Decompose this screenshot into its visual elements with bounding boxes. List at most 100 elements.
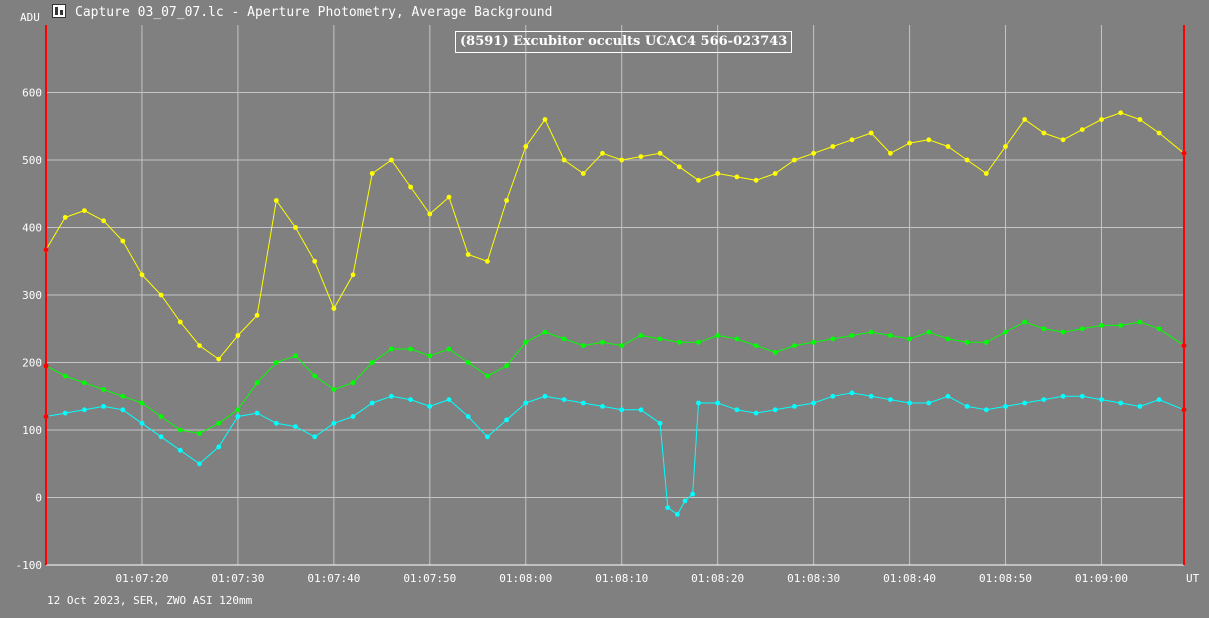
series-1-point[interactable] — [446, 194, 452, 200]
series-1-point[interactable] — [1156, 130, 1162, 136]
series-1-point[interactable] — [177, 319, 183, 325]
series-3-point[interactable] — [101, 404, 106, 409]
series-3-point[interactable] — [216, 444, 222, 450]
series-1-point[interactable] — [638, 154, 644, 160]
series-3-point[interactable] — [120, 407, 126, 413]
series-1-point[interactable] — [888, 150, 893, 156]
series-1-point[interactable] — [945, 144, 951, 149]
series-2-point[interactable] — [753, 343, 759, 348]
series-3-point[interactable] — [485, 434, 490, 440]
series-1-point[interactable] — [561, 157, 567, 163]
series-3-point[interactable] — [675, 512, 680, 517]
series-1-point[interactable] — [273, 198, 279, 203]
series-1-point[interactable] — [983, 171, 989, 176]
series-3-point[interactable] — [772, 407, 778, 413]
series-2-point[interactable] — [1099, 323, 1104, 328]
series-2-point[interactable] — [619, 343, 625, 348]
series-2-point[interactable] — [158, 414, 164, 419]
series-3-point[interactable] — [389, 393, 394, 399]
series-3-point[interactable] — [792, 404, 797, 409]
series-2-point[interactable] — [293, 353, 298, 359]
series-2-point[interactable] — [638, 333, 644, 338]
series-2-point[interactable] — [734, 336, 740, 342]
series-3-point[interactable] — [350, 414, 356, 419]
series-2-point[interactable] — [177, 427, 183, 433]
series-2-point[interactable] — [849, 333, 855, 338]
series-1-point[interactable] — [312, 258, 318, 264]
series-1-point[interactable] — [580, 171, 586, 176]
series-1-point[interactable] — [1060, 137, 1066, 143]
plot-area[interactable] — [43, 110, 1187, 517]
series-1-point[interactable] — [657, 150, 663, 156]
series-1-point[interactable] — [542, 117, 548, 122]
series-3-point[interactable] — [465, 414, 471, 419]
series-1-point[interactable] — [792, 157, 797, 163]
series-3-point[interactable] — [690, 491, 696, 497]
series-1-point[interactable] — [868, 130, 874, 136]
series-3-point[interactable] — [427, 404, 433, 409]
series-2-point[interactable] — [485, 373, 490, 379]
series-2-point[interactable] — [811, 339, 816, 345]
series-2-point[interactable] — [1137, 319, 1143, 325]
series-2-point[interactable] — [772, 350, 778, 355]
series-1-point[interactable] — [139, 272, 145, 278]
series-2-point[interactable] — [1041, 326, 1047, 332]
series-3-point[interactable] — [638, 407, 644, 413]
series-2-point[interactable] — [983, 339, 989, 345]
series-3-point[interactable] — [561, 397, 567, 402]
series-1-point[interactable] — [82, 208, 87, 214]
series-1-point[interactable] — [907, 140, 912, 146]
series-1-point[interactable] — [715, 171, 721, 176]
series-1-point[interactable] — [926, 137, 932, 143]
series-1-point[interactable] — [101, 218, 106, 224]
series-2-point[interactable] — [696, 339, 701, 345]
series-1-point[interactable] — [619, 157, 625, 163]
series-2-point[interactable] — [926, 329, 932, 335]
series-1-point[interactable] — [62, 215, 68, 220]
series-1-point[interactable] — [216, 356, 222, 362]
series-1-point[interactable] — [197, 343, 202, 348]
series-2-point[interactable] — [369, 360, 375, 365]
series-3-point[interactable] — [907, 400, 912, 406]
series-3-point[interactable] — [62, 410, 68, 416]
series-3-point[interactable] — [1118, 400, 1124, 406]
series-3-point[interactable] — [177, 447, 183, 453]
series-2-point[interactable] — [792, 343, 797, 348]
series-1-point[interactable] — [696, 177, 701, 183]
series-3-point[interactable] — [1137, 404, 1143, 409]
series-3-point[interactable] — [849, 390, 855, 396]
series-2-point[interactable] — [82, 380, 87, 386]
series-3-point[interactable] — [657, 420, 663, 426]
series-3-point[interactable] — [1003, 404, 1008, 409]
series-2-point[interactable] — [62, 373, 68, 379]
series-3-point[interactable] — [926, 400, 932, 406]
series-2-point[interactable] — [542, 329, 548, 335]
series-1-point[interactable] — [350, 272, 356, 278]
series-1-point[interactable] — [369, 171, 375, 176]
series-3-point[interactable] — [830, 393, 836, 399]
series-3-point[interactable] — [983, 407, 989, 413]
series-2-point[interactable] — [120, 393, 126, 399]
series-3-point[interactable] — [446, 397, 452, 402]
series-1-point[interactable] — [1022, 117, 1028, 122]
series-2-point[interactable] — [888, 333, 893, 338]
series-3-point[interactable] — [1099, 397, 1104, 402]
series-3-point[interactable] — [523, 400, 529, 406]
series-1-point[interactable] — [235, 333, 241, 338]
series-2-point[interactable] — [676, 339, 682, 345]
series-3-point[interactable] — [753, 410, 759, 416]
series-1-point[interactable] — [331, 306, 337, 311]
series-3-point[interactable] — [504, 417, 509, 423]
series-2-point[interactable] — [101, 387, 106, 392]
series-1-point[interactable] — [1041, 130, 1047, 136]
series-2-point[interactable] — [216, 420, 222, 426]
series-1-point[interactable] — [504, 198, 509, 203]
series-1-point[interactable] — [523, 144, 529, 149]
series-3-point[interactable] — [331, 420, 337, 426]
series-2-point[interactable] — [465, 360, 471, 365]
series-1-point[interactable] — [465, 252, 471, 257]
series-2-point[interactable] — [139, 400, 145, 406]
series-1-point[interactable] — [676, 164, 682, 170]
series-1-point[interactable] — [811, 150, 816, 156]
series-1-point[interactable] — [485, 258, 490, 264]
